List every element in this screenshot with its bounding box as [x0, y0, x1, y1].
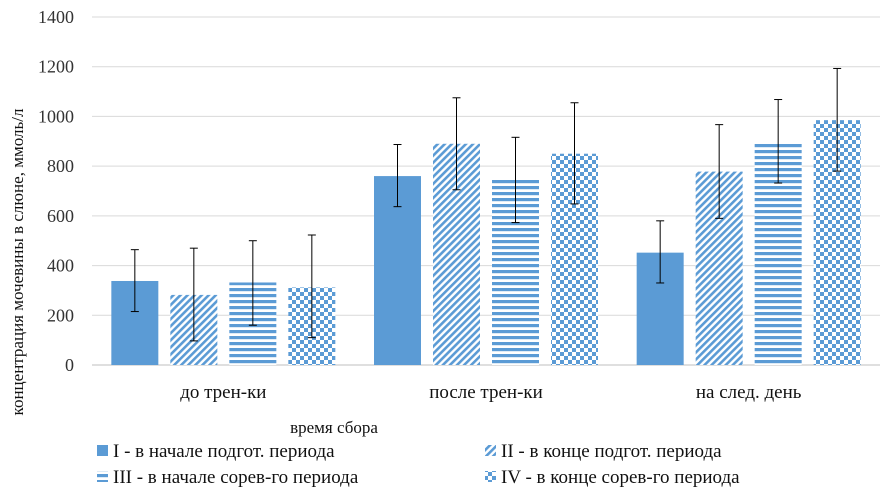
legend-label: II - в конце подгот. периода [501, 441, 722, 462]
error-bars [130, 67, 842, 342]
legend: I - в начале подгот. периода II - в конце… [97, 441, 740, 488]
bar [374, 176, 421, 365]
y-tick-label: 1000 [38, 106, 74, 126]
bars [111, 120, 861, 366]
x-axis-title: время сбора [290, 418, 378, 437]
y-tick-label: 0 [65, 355, 74, 375]
y-tick-label: 600 [47, 206, 74, 226]
y-tick-label: 1200 [38, 57, 74, 77]
legend-label: III - в начале сорев-го периода [113, 467, 359, 488]
gridlines [92, 16, 880, 366]
y-tick-label: 200 [47, 305, 74, 325]
legend-swatch [97, 471, 108, 482]
legend-swatch [97, 445, 108, 456]
x-category-label: на след. день [696, 382, 802, 403]
x-category-label: после трен-ки [429, 382, 543, 403]
legend-swatch [485, 445, 496, 456]
x-category-label: до трен-ки [180, 382, 266, 403]
y-axis-ticks: 0 200 400 600 800 1000 1200 1400 [38, 7, 74, 375]
y-tick-label: 1400 [38, 7, 74, 27]
legend-label: I - в начале подгот. периода [113, 441, 335, 462]
x-axis-categories: до трен-ки после трен-ки на след. день [180, 382, 802, 403]
legend-label: IV - в конце сорев-го периода [501, 467, 740, 488]
y-tick-label: 400 [47, 256, 74, 276]
y-tick-label: 800 [47, 156, 74, 176]
y-axis-title: концентрация мочевины в слюне, ммоль/л [8, 108, 27, 415]
legend-swatch [485, 471, 496, 482]
